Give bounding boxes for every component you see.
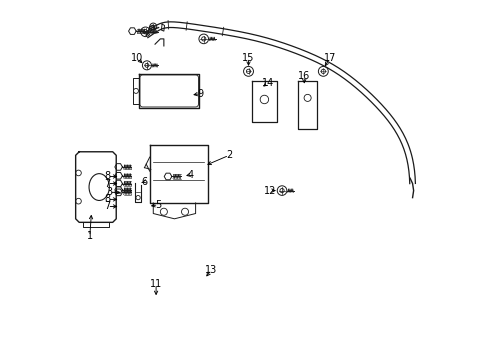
Text: 1: 1 xyxy=(87,231,93,242)
Text: 8: 8 xyxy=(104,194,110,204)
Text: 15: 15 xyxy=(243,53,255,63)
Text: 11: 11 xyxy=(150,279,162,289)
Text: 2: 2 xyxy=(226,150,232,160)
Text: 6: 6 xyxy=(142,177,147,187)
Text: 3: 3 xyxy=(106,187,112,197)
Text: 13: 13 xyxy=(205,265,218,275)
Text: 17: 17 xyxy=(323,53,336,63)
Text: 8: 8 xyxy=(104,171,110,181)
Text: 7: 7 xyxy=(104,202,111,211)
Text: 4: 4 xyxy=(187,170,194,180)
Text: 16: 16 xyxy=(298,71,310,81)
Text: 9: 9 xyxy=(198,89,204,99)
Text: 10: 10 xyxy=(131,53,144,63)
Text: 5: 5 xyxy=(155,200,162,210)
Text: 14: 14 xyxy=(262,78,274,88)
Text: 12: 12 xyxy=(264,186,276,195)
Text: 7: 7 xyxy=(104,179,111,189)
